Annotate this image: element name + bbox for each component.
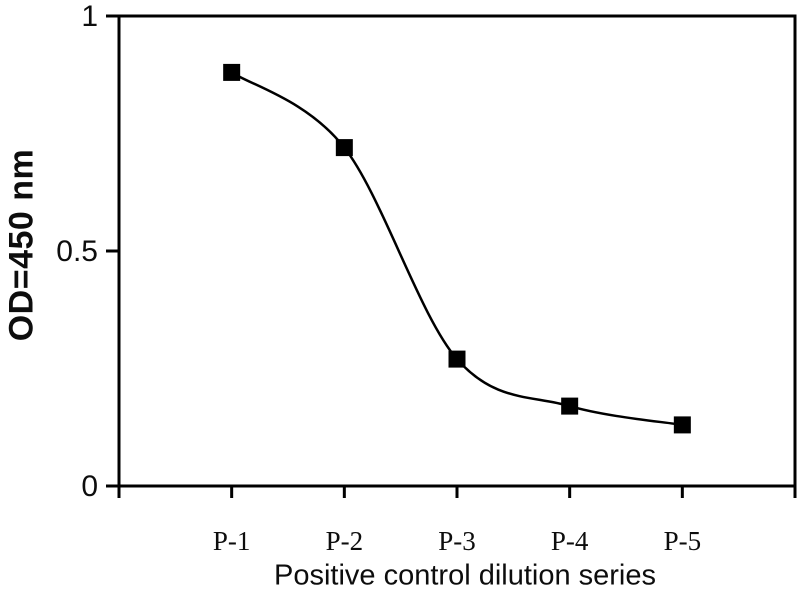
x-tick-label-P-1: P-1	[213, 526, 251, 556]
data-point-P-3	[448, 350, 466, 368]
y-axis-title: OD=450 nm	[2, 148, 41, 342]
data-point-P-1	[223, 63, 241, 81]
y-tick-label-1: 1	[81, 0, 98, 33]
x-tick-label-P-2: P-2	[326, 526, 364, 556]
y-tick-label-0: 0	[81, 470, 98, 503]
data-point-P-4	[561, 397, 579, 415]
x-axis-title: Positive control dilution series	[273, 559, 657, 592]
x-tick-label-P-3: P-3	[438, 526, 476, 556]
y-tick-label-0.5: 0.5	[56, 235, 98, 268]
series-line	[231, 71, 683, 427]
x-tick-label-P-4: P-4	[551, 526, 589, 556]
plot-box	[117, 14, 797, 488]
data-point-P-5	[673, 416, 691, 434]
data-point-P-2	[335, 139, 353, 157]
x-tick-label-P-5: P-5	[664, 526, 702, 556]
